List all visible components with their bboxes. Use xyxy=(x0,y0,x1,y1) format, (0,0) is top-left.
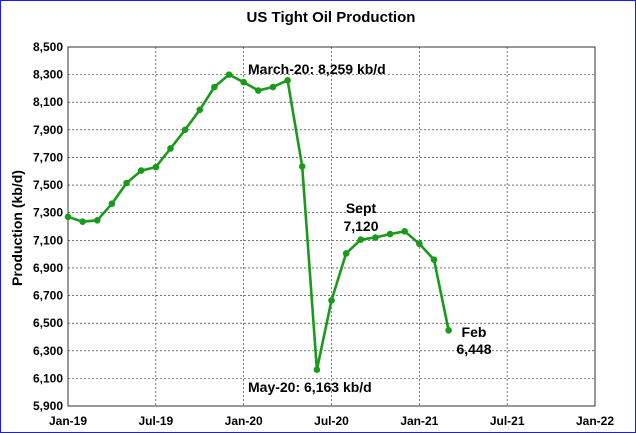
y-tick-label: 7,500 xyxy=(33,178,63,192)
x-tick-label: Jul-20 xyxy=(314,414,349,428)
y-tick-label: 7,100 xyxy=(33,233,63,247)
data-point xyxy=(298,163,306,170)
data-point xyxy=(269,83,277,91)
y-tick-label: 8,100 xyxy=(33,95,63,109)
plot-area xyxy=(67,46,596,407)
data-point xyxy=(313,366,321,373)
data-point xyxy=(167,145,174,152)
x-axis: Jan-19 Jul-19 Jan-20 Jul-20 Jan-21 Jul-21 Jan-… xyxy=(49,414,614,428)
data-point xyxy=(108,200,116,208)
annotation-label: Feb xyxy=(462,324,487,340)
data-point xyxy=(401,228,408,235)
data-point xyxy=(211,83,218,91)
data-point xyxy=(93,216,101,224)
data-point xyxy=(416,240,423,248)
data-point xyxy=(255,87,262,94)
y-axis: 5,900 6,100 6,300 6,500 6,700 6,900 7,100 7,300… xyxy=(33,40,63,413)
data-point xyxy=(137,167,145,174)
y-tick-label: 5,900 xyxy=(33,399,63,413)
data-point xyxy=(328,297,335,304)
chart-title: US Tight Oil Production xyxy=(247,9,416,26)
annotation-label: May-20: 6,163 kb/d xyxy=(248,379,372,395)
x-tick-label: Jan-22 xyxy=(576,414,614,428)
x-tick-label: Jul-19 xyxy=(138,414,173,428)
annotation-label: March-20: 8,259 kb/d xyxy=(248,61,386,77)
y-tick-label: 6,900 xyxy=(33,261,63,275)
data-point xyxy=(225,71,233,78)
y-tick-label: 6,500 xyxy=(33,316,63,330)
data-point xyxy=(123,179,130,187)
data-point xyxy=(342,250,350,257)
y-tick-label: 6,700 xyxy=(33,289,63,303)
data-point xyxy=(79,218,86,225)
data-point xyxy=(181,126,189,134)
data-point xyxy=(372,234,379,241)
y-tick-label: 6,100 xyxy=(33,371,63,385)
y-tick-label: 7,700 xyxy=(33,150,63,164)
y-tick-label: 8,500 xyxy=(33,40,63,54)
annotation-label: 6,448 xyxy=(456,341,491,357)
annotation-label: 7,120 xyxy=(343,218,378,234)
data-point xyxy=(445,327,452,334)
data-point xyxy=(430,256,438,263)
series-line xyxy=(432,259,450,331)
y-axis-label: Production (kb/d) xyxy=(9,170,25,286)
data-point xyxy=(152,163,160,171)
x-tick-label: Jul-21 xyxy=(490,414,525,428)
data-point xyxy=(196,106,204,114)
annotations: March-20: 8,259 kb/d Sept 7,120 May-20: 6,1… xyxy=(248,61,492,395)
y-tick-label: 6,300 xyxy=(33,344,63,358)
data-point xyxy=(64,213,72,221)
y-tick-label: 8,300 xyxy=(33,68,63,82)
y-tick-label: 7,300 xyxy=(33,206,63,220)
data-point xyxy=(240,78,247,86)
x-tick-label: Jan-21 xyxy=(400,414,438,428)
x-tick-label: Jan-19 xyxy=(49,414,87,428)
x-tick-label: Jan-20 xyxy=(225,414,263,428)
series-group xyxy=(64,71,452,373)
annotation-label: Sept xyxy=(346,200,377,216)
y-tick-label: 7,900 xyxy=(33,123,63,137)
data-point xyxy=(357,236,365,243)
data-point xyxy=(386,230,394,238)
data-point xyxy=(284,76,291,84)
